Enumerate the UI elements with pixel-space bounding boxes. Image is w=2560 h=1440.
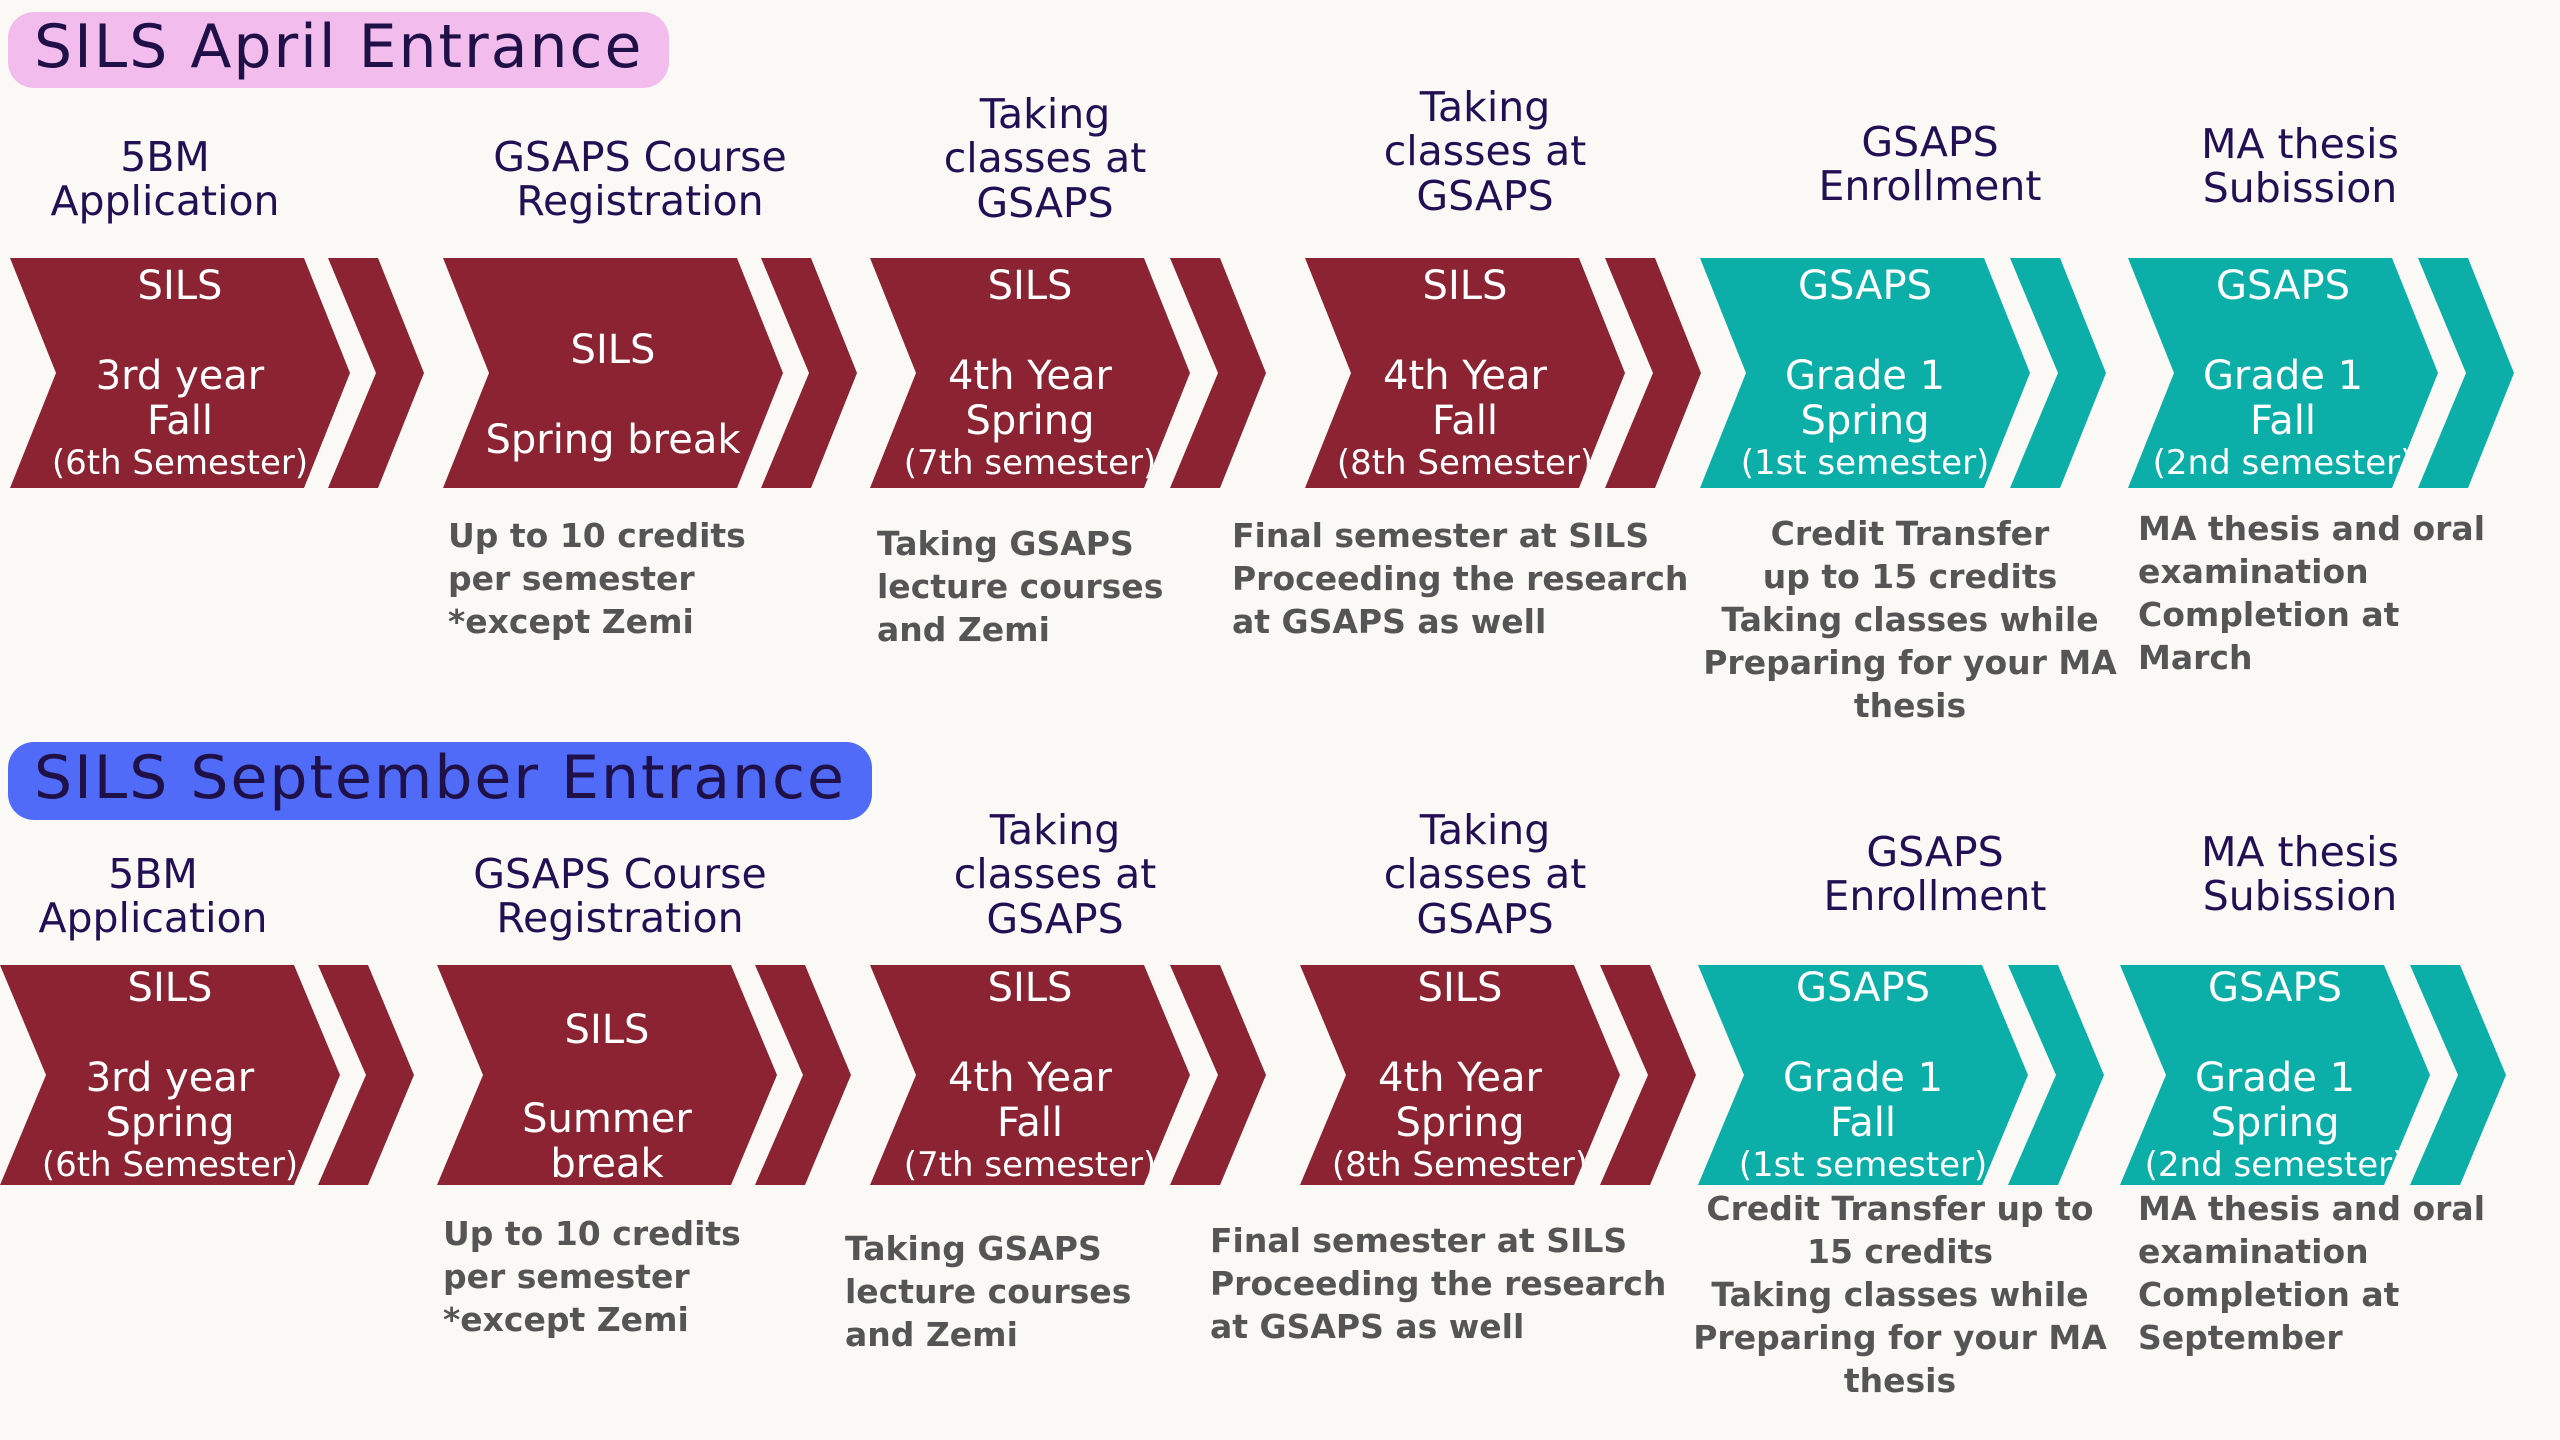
chevron-label: SILS 4th Year Spring (7th semester) — [898, 220, 1162, 527]
sils-april-entrance-banner: SILS April Entrance — [8, 12, 670, 88]
chevron-label: SILS Spring break — [479, 283, 746, 462]
chevron-sub-text: Spring break — [485, 416, 741, 463]
chevron-label: SILS 4th Year Spring (8th Semester) — [1326, 922, 1594, 1229]
chevron-gsaps-grade1-spring[interactable]: GSAPS Grade 1 Spring (1st semester) — [1700, 258, 2106, 488]
chevron-main-text: SILS — [1422, 263, 1508, 310]
chevron-body: SILS 4th Year Fall (8th Semester) — [1305, 258, 1625, 488]
chevron-sub-text: Grade 1 Fall — [1782, 1054, 1944, 1146]
chevron-body: GSAPS Grade 1 Spring (1st semester) — [1700, 258, 2030, 488]
chevron-sub-text: Summer break — [522, 1096, 692, 1188]
chevron-main-text: GSAPS — [2207, 965, 2342, 1012]
chevron-main-text: GSAPS — [2215, 263, 2350, 310]
chevron-body: GSAPS Grade 1 Fall (2nd semester) — [2128, 258, 2438, 488]
chevron-sils-4th-year-spring[interactable]: SILS 4th Year Spring (8th Semester) — [1300, 965, 1696, 1185]
chevron-sils-4th-year-fall[interactable]: SILS 4th Year Fall (7th semester) — [870, 965, 1266, 1185]
chevron-body: SILS 4th Year Fall (7th semester) — [870, 965, 1190, 1185]
chevron-sub-text: Grade 1 Spring — [2194, 1054, 2356, 1146]
column-description: Taking GSAPS lecture courses and Zemi — [877, 524, 1164, 649]
chevron-body: SILS Summer break — [437, 965, 777, 1185]
chevron-main-text: SILS — [564, 1006, 650, 1053]
column-description: Taking GSAPS lecture courses and Zemi — [845, 1229, 1132, 1354]
chevron-sils-spring-break[interactable]: SILS Spring break — [443, 258, 857, 488]
chevron-sils-3rd-year-spring[interactable]: SILS 3rd year Spring (6th Semester) — [0, 965, 414, 1185]
chevron-sub-text: 4th Year Spring — [1378, 1054, 1542, 1146]
chevron-sub-text: Grade 1 Spring — [1784, 352, 1946, 444]
chevron-label: GSAPS Grade 1 Spring (2nd semester) — [2139, 922, 2412, 1229]
column-description: Up to 10 credits per semester *except Ze… — [443, 1214, 741, 1339]
banner-label: SILS September Entrance — [34, 743, 846, 813]
chevron-label: SILS 3rd year Fall (6th Semester) — [46, 220, 314, 527]
chevron-small-text: (6th Semester) — [51, 442, 309, 483]
chevron-main-text: SILS — [987, 965, 1073, 1012]
column-title: MA thesis Subission — [2201, 828, 2399, 921]
chevron-gsaps-grade1-fall[interactable]: GSAPS Grade 1 Fall (1st semester) — [1698, 965, 2104, 1185]
column-title: Taking classes at GSAPS — [1383, 83, 1587, 220]
chevron-body: SILS 4th Year Spring (8th Semester) — [1300, 965, 1620, 1185]
chevron-small-text: (1st semester) — [1740, 442, 1990, 483]
chevron-small-text: (2nd semester) — [2152, 442, 2414, 483]
chevron-small-text: (8th Semester) — [1331, 1144, 1589, 1185]
column-description: Final semester at SILS Proceeding the re… — [1210, 1221, 1667, 1346]
chevron-sub-text: 4th Year Fall — [1383, 352, 1547, 444]
chevron-label: GSAPS Grade 1 Spring (1st semester) — [1735, 220, 1996, 527]
column-title: Taking classes at GSAPS — [1383, 806, 1587, 943]
chevron-sils-3rd-year-fall[interactable]: SILS 3rd year Fall (6th Semester) — [10, 258, 424, 488]
chevron-sub-text: 4th Year Fall — [948, 1054, 1112, 1146]
chevron-label: GSAPS Grade 1 Fall (2nd semester) — [2147, 220, 2420, 527]
column-title: GSAPS Course Registration — [473, 850, 767, 943]
chevron-sub-text: 3rd year Fall — [95, 352, 265, 444]
chevron-body: SILS 4th Year Spring (7th semester) — [870, 258, 1190, 488]
banner-label: SILS April Entrance — [34, 12, 644, 82]
column-description: Up to 10 credits per semester *except Ze… — [448, 516, 746, 641]
chevron-main-text: SILS — [1417, 965, 1503, 1012]
column-description: Final semester at SILS Proceeding the re… — [1232, 516, 1689, 641]
column-description: MA thesis and oral examination Completio… — [2138, 509, 2485, 677]
column-description: Credit Transfer up to 15 credits Taking … — [1703, 514, 2117, 725]
column-title: 5BM Application — [50, 133, 280, 226]
september-entrance-row: SILS September Entrance 5BM Application … — [0, 730, 2560, 1440]
chevron-small-text: (6th Semester) — [41, 1144, 299, 1185]
chevron-label: SILS Summer break — [516, 963, 698, 1187]
chevron-small-text: (7th semester) — [903, 1144, 1157, 1185]
chevron-label: GSAPS Grade 1 Fall (1st semester) — [1733, 922, 1994, 1229]
chevron-sils-4th-year-fall[interactable]: SILS 4th Year Fall (8th Semester) — [1305, 258, 1701, 488]
chevron-main-text: GSAPS — [1797, 263, 1932, 310]
chevron-label: SILS 4th Year Fall (8th Semester) — [1331, 220, 1599, 527]
column-title: Taking classes at GSAPS — [943, 90, 1147, 227]
chevron-body: SILS 3rd year Spring (6th Semester) — [0, 965, 340, 1185]
chevron-label: SILS 3rd year Spring (6th Semester) — [36, 922, 304, 1229]
column-title: Taking classes at GSAPS — [953, 806, 1157, 943]
sils-september-entrance-banner: SILS September Entrance — [8, 742, 872, 820]
chevron-sub-text: Grade 1 Fall — [2202, 352, 2364, 444]
chevron-small-text: (1st semester) — [1738, 1144, 1988, 1185]
column-title: MA thesis Subission — [2201, 120, 2399, 213]
chevron-sils-summer-break[interactable]: SILS Summer break — [437, 965, 851, 1185]
chevron-main-text: SILS — [570, 327, 656, 374]
chevron-body: SILS 3rd year Fall (6th Semester) — [10, 258, 350, 488]
chevron-body: SILS Spring break — [443, 258, 783, 488]
chevron-sub-text: 3rd year Spring — [85, 1054, 255, 1146]
column-title: GSAPS Enrollment — [1823, 828, 2047, 921]
chevron-main-text: GSAPS — [1795, 965, 1930, 1012]
column-description: MA thesis and oral examination Completio… — [2138, 1189, 2485, 1357]
column-description: Credit Transfer up to 15 credits Taking … — [1693, 1189, 2107, 1400]
chevron-label: SILS 4th Year Fall (7th semester) — [898, 922, 1162, 1229]
chevron-small-text: (7th semester) — [903, 442, 1157, 483]
chevron-sub-text: 4th Year Spring — [948, 352, 1112, 444]
chevron-small-text: (8th Semester) — [1336, 442, 1594, 483]
chevron-main-text: SILS — [137, 263, 223, 310]
chevron-gsaps-grade1-fall[interactable]: GSAPS Grade 1 Fall (2nd semester) — [2128, 258, 2514, 488]
column-title: GSAPS Enrollment — [1818, 118, 2042, 211]
chevron-gsaps-grade1-spring[interactable]: GSAPS Grade 1 Spring (2nd semester) — [2120, 965, 2506, 1185]
column-title: 5BM Application — [38, 850, 268, 943]
chevron-main-text: SILS — [987, 263, 1073, 310]
chevron-main-text: SILS — [127, 965, 213, 1012]
chevron-body: GSAPS Grade 1 Spring (2nd semester) — [2120, 965, 2430, 1185]
april-entrance-row: SILS April Entrance 5BM Application SILS… — [8, 12, 2514, 725]
chevron-body: GSAPS Grade 1 Fall (1st semester) — [1698, 965, 2028, 1185]
chevron-small-text: (2nd semester) — [2144, 1144, 2406, 1185]
chevron-sils-4th-year-spring[interactable]: SILS 4th Year Spring (7th semester) — [870, 258, 1266, 488]
column-title: GSAPS Course Registration — [493, 133, 787, 226]
